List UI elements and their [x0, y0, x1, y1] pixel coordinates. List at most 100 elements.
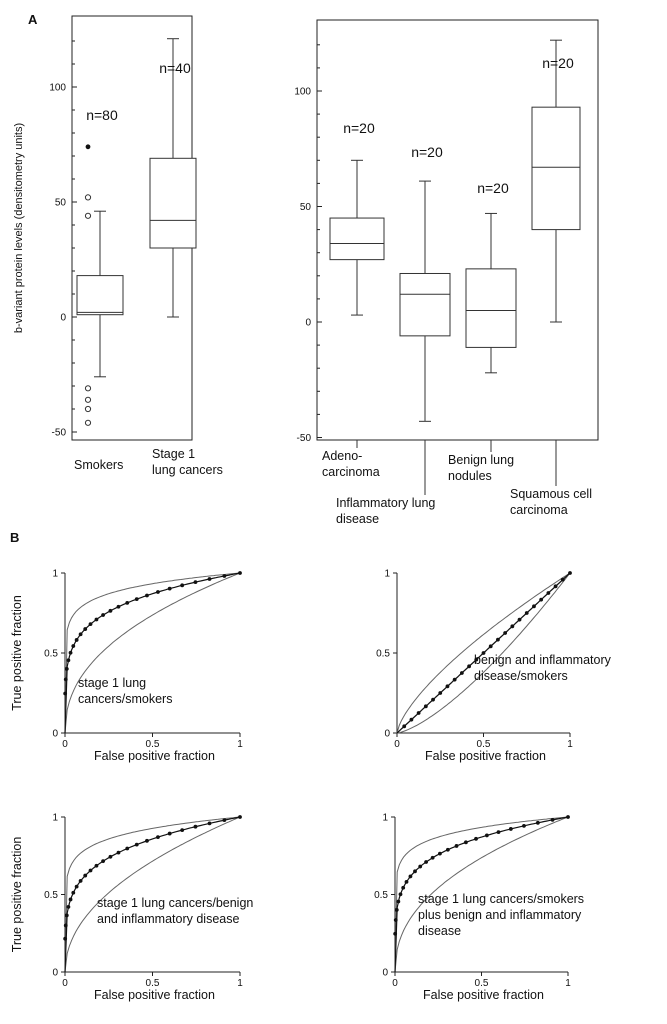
roc-point [445, 684, 450, 689]
roc-point [517, 617, 522, 622]
x-tick-label: 1 [567, 739, 573, 750]
roc-point [193, 824, 198, 829]
y-tick-label: 0 [52, 729, 58, 740]
roc-lower-band [64, 572, 241, 734]
roc-point [238, 815, 242, 819]
roc-point [423, 704, 428, 709]
y-tick-label: 0 [60, 313, 66, 324]
roc-annotation: and inflammatory disease [97, 912, 239, 926]
roc-point [78, 632, 83, 637]
roc-point [108, 608, 113, 613]
y-tick-label: 0.5 [44, 649, 58, 660]
outlier-point [84, 419, 92, 426]
x-tick-label: 0.5 [475, 978, 489, 989]
category-label: Benign lung [448, 453, 514, 467]
roc-point [145, 593, 149, 598]
y-axis-label: b-variant protein levels (densitometry u… [13, 123, 25, 333]
roc-point [88, 622, 93, 627]
category-label: nodules [448, 469, 492, 483]
outlier-point [84, 405, 92, 413]
roc-annotation: stage 1 lung [78, 676, 146, 690]
y-tick-label: 1 [382, 813, 388, 824]
roc-point [404, 879, 409, 884]
roc-point [101, 613, 105, 617]
y-axis-label: True positive fraction [10, 595, 24, 711]
x-tick-label: 0 [392, 978, 398, 989]
roc-point [125, 846, 130, 851]
roc-point [116, 604, 121, 609]
roc-point [467, 664, 471, 669]
outlier-point [84, 212, 92, 219]
roc-point [394, 908, 399, 912]
box [76, 275, 124, 316]
roc-annotation: stage 1 lung cancers/smokers [418, 892, 584, 906]
roc-point [71, 644, 76, 648]
roc-upper-band [396, 572, 571, 734]
y-tick-label: 0 [382, 968, 388, 979]
roc-point [459, 671, 464, 675]
roc-point [488, 644, 493, 649]
roc-point [207, 821, 212, 826]
box [531, 106, 581, 231]
category-label: Adeno- [322, 449, 362, 463]
roc-point [546, 591, 551, 595]
roc-point [134, 842, 139, 847]
roc-point [74, 638, 79, 642]
roc-point [68, 650, 73, 655]
x-axis-label: False positive fraction [423, 988, 544, 1002]
roc-chart-1: 00 0.5 0.5 1 1 False positive fraction True po… [10, 569, 243, 764]
panel-label-b: B [10, 530, 19, 545]
roc-point [463, 840, 468, 845]
roc-point [66, 658, 71, 663]
group-n-label: n=20 [343, 120, 375, 136]
roc-point [535, 820, 540, 825]
group-n-label: n=20 [542, 55, 574, 71]
x-tick-label: 1 [565, 978, 571, 989]
roc-point [474, 836, 478, 841]
roc-point [180, 828, 185, 832]
roc-point [222, 818, 227, 823]
roc-point [409, 717, 414, 722]
roc-point [156, 835, 160, 840]
roc-point [83, 627, 88, 631]
roc-annotation: cancers/smokers [78, 692, 172, 706]
roc-lower-band [394, 816, 569, 973]
roc-point [445, 847, 450, 852]
box-group: n=20 Squamous cell carcinoma [510, 39, 592, 517]
category-label: Inflammatory lung [336, 496, 435, 510]
roc-point [539, 597, 544, 602]
roc-point [125, 600, 130, 605]
roc-point [108, 854, 113, 859]
roc-point [566, 815, 570, 819]
group-n-label: n=20 [411, 144, 443, 160]
roc-point [431, 697, 435, 702]
box-group: n=80 Smokers [74, 107, 124, 472]
roc-point [71, 890, 76, 895]
roc-upper-band [64, 572, 241, 734]
roc-point [481, 651, 486, 655]
roc-point [560, 577, 565, 582]
x-tick-label: 0 [62, 978, 68, 989]
box-group: n=20 Benign lung nodules [448, 180, 517, 483]
roc-point [78, 879, 83, 883]
category-label: Squamous cell [510, 487, 592, 501]
roc-point [193, 580, 198, 585]
roc-point [83, 873, 88, 878]
roc-point [408, 874, 413, 879]
roc-point [238, 571, 242, 575]
roc-point [424, 860, 428, 864]
y-tick-label: 0.5 [376, 649, 390, 660]
roc-annotation: benign and inflammatory [474, 653, 612, 667]
roc-point [64, 913, 69, 918]
roc-point [402, 724, 407, 729]
box-group: n=20 Inflammatory lung disease [336, 144, 451, 526]
category-label: disease [336, 512, 379, 526]
category-label: carcinoma [322, 465, 380, 479]
roc-point [510, 624, 515, 629]
box-group: n=20 Adeno-carcinoma [322, 120, 385, 479]
roc-point [416, 711, 421, 715]
box [149, 157, 197, 249]
x-axis-label: False positive fraction [425, 749, 546, 763]
group-n-label: n=20 [477, 180, 509, 196]
roc-point [74, 884, 79, 889]
